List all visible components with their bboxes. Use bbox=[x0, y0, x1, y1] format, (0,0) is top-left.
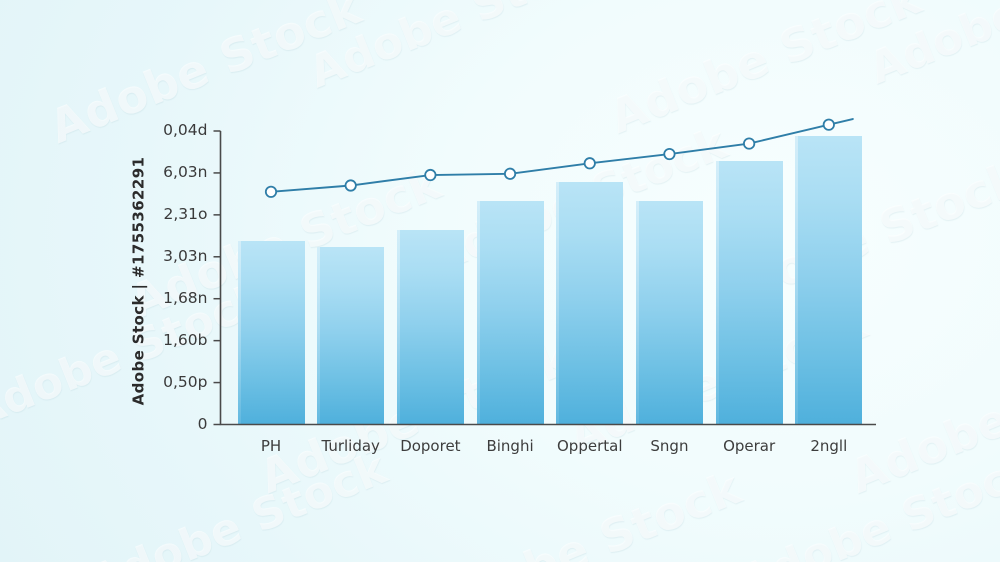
y-tick-label: 0 bbox=[197, 414, 208, 433]
bar bbox=[715, 161, 783, 425]
y-tick-label: 1,60b bbox=[163, 330, 208, 349]
line-marker bbox=[822, 118, 835, 131]
line-marker bbox=[424, 168, 437, 182]
bar bbox=[795, 136, 863, 425]
bar bbox=[635, 200, 703, 425]
y-tick-label: 0,50p bbox=[163, 372, 208, 391]
chart-axes bbox=[219, 131, 876, 426]
y-tick-label: 1,68n bbox=[163, 288, 208, 307]
trend-line bbox=[270, 118, 854, 193]
x-tick-label: Binghi bbox=[486, 436, 534, 455]
line-marker bbox=[264, 185, 278, 198]
x-tick-label: Operar bbox=[723, 436, 776, 455]
x-tick-label: Oppertal bbox=[557, 436, 623, 455]
line-marker bbox=[583, 157, 596, 170]
x-tick-label: Doporet bbox=[400, 436, 461, 455]
x-tick-label: Sngn bbox=[650, 436, 689, 455]
line-marker bbox=[663, 147, 676, 161]
bar bbox=[317, 247, 385, 425]
y-tick-label: 3,03n bbox=[163, 246, 208, 265]
bar bbox=[476, 201, 544, 425]
line-marker bbox=[743, 137, 756, 150]
y-tick-label: 6,03n bbox=[163, 162, 208, 181]
bar bbox=[237, 240, 305, 425]
x-tick-label: Turliday bbox=[321, 436, 380, 455]
y-tick-label: 2,31o bbox=[163, 204, 208, 223]
y-tick-label: 0,04d bbox=[163, 121, 208, 139]
line-marker bbox=[344, 179, 357, 192]
x-tick-label: PH bbox=[260, 436, 282, 455]
bar bbox=[396, 229, 464, 425]
x-tick-label: 2ngll bbox=[810, 436, 848, 455]
line-marker bbox=[503, 167, 517, 180]
bar bbox=[556, 182, 624, 425]
